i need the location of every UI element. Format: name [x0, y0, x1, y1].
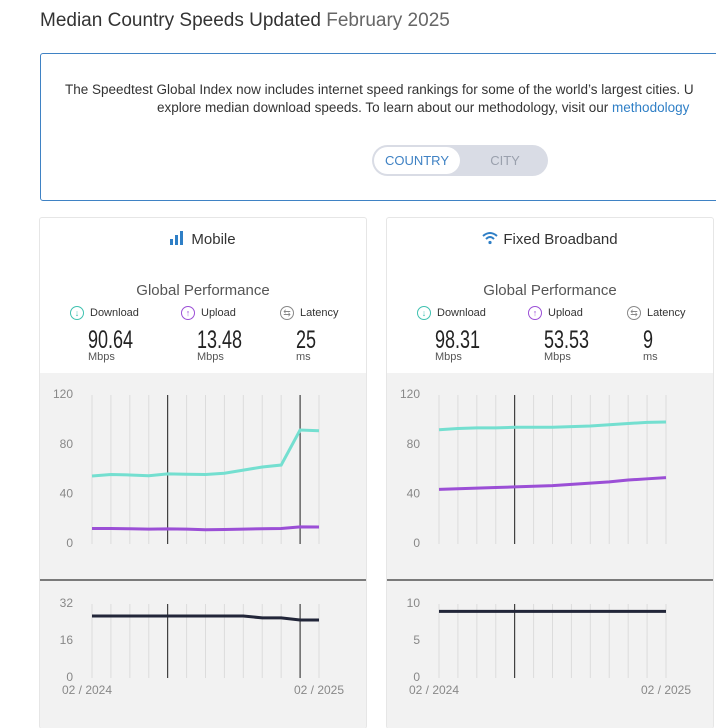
y-tick-label: 0: [66, 536, 73, 550]
y-tick-label: 120: [400, 387, 420, 401]
toggle-option[interactable]: COUNTRY: [374, 147, 460, 174]
page-title: Median Country Speeds Updated February 2…: [40, 10, 450, 32]
metric-value: 98.31: [435, 326, 481, 354]
metric-name: Latency: [647, 307, 686, 319]
panel-header: Mobile: [40, 231, 366, 248]
x-tick-label: 02 / 2025: [294, 683, 344, 697]
metric-label: ⇆ Latency: [627, 306, 686, 320]
panel-card: Mobile Global Performance ↓ Download 90.64 Mb…: [40, 218, 366, 728]
series-line: [438, 420, 667, 432]
metric-icon: ↑: [528, 306, 542, 320]
panel-title: Mobile: [191, 231, 236, 248]
title: Median Country Speeds Updated: [40, 10, 321, 31]
y-tick-label: 32: [60, 596, 74, 610]
panel-title: Fixed Broadband: [503, 231, 618, 248]
series-line: [92, 525, 320, 532]
metric-unit: ms: [296, 351, 311, 363]
chart-background: [387, 373, 713, 728]
panel-subtitle: Global Performance: [136, 282, 270, 299]
toggle: COUNTRY CITY: [372, 145, 548, 176]
y-tick-label: 40: [60, 487, 74, 501]
metric-icon: ↑: [181, 306, 195, 320]
panel-subtitle: Global Performance: [483, 282, 617, 299]
metric-icon: ↓: [417, 306, 431, 320]
metric-value: 13.48: [197, 326, 243, 354]
metric-value: 53.53: [544, 326, 590, 354]
chart-area: 0 40 80 120 0 16 32 02 / 2024 02 / 2025: [40, 373, 366, 728]
x-tick-label: 02 / 2024: [409, 683, 459, 697]
metric-unit: Mbps: [544, 351, 571, 363]
y-tick-label: 120: [53, 387, 73, 401]
metric-unit: Mbps: [88, 351, 115, 363]
metric-unit: Mbps: [197, 351, 224, 363]
metric-label: ⇆ Latency: [280, 306, 339, 320]
y-tick-label: 10: [407, 596, 421, 610]
y-tick-label: 0: [413, 536, 420, 550]
series-line: [438, 476, 667, 491]
chart-background: [40, 373, 366, 728]
x-tick-label: 02 / 2025: [641, 683, 691, 697]
date: February 2025: [326, 10, 450, 31]
metric-name: Upload: [548, 307, 583, 319]
y-tick-label: 0: [413, 670, 420, 684]
series-line: [92, 614, 319, 622]
metric-value: 9: [643, 326, 654, 354]
metric-name: Latency: [300, 307, 339, 319]
metric-unit: Mbps: [435, 351, 462, 363]
metric-label: ↓ Download: [70, 306, 139, 320]
metric-value: 25: [296, 326, 317, 354]
y-tick-label: 40: [407, 487, 421, 501]
y-tick-label: 80: [60, 437, 74, 451]
series-line: [91, 428, 320, 478]
metric-unit: ms: [643, 351, 658, 363]
metric-value: 90.64: [88, 326, 134, 354]
y-tick-label: 80: [407, 437, 421, 451]
metric-label: ↑ Upload: [528, 306, 583, 320]
notice-line: The Speedtest Global Index now includes …: [65, 82, 694, 97]
metric-icon: ⇆: [280, 306, 294, 320]
methodology-link[interactable]: methodology: [612, 100, 690, 115]
metric-name: Download: [437, 307, 486, 319]
y-tick-label: 0: [66, 670, 73, 684]
panel-icon: [482, 232, 499, 245]
y-tick-label: 5: [413, 633, 420, 647]
metric-label: ↑ Upload: [181, 306, 236, 320]
text: explore median download speeds. To learn…: [157, 100, 613, 115]
panel-card: Fixed Broadband Global Performance ↓ Downlo…: [387, 218, 713, 728]
metric-icon: ⇆: [627, 306, 641, 320]
y-tick-label: 16: [60, 633, 74, 647]
x-tick-label: 02 / 2024: [62, 683, 112, 697]
notice-line: explore median download speeds. To learn…: [157, 100, 689, 115]
metric-icon: ↓: [70, 306, 84, 320]
notice-box: The Speedtest Global Index now includes …: [40, 53, 716, 201]
chart-area: 0 40 80 120 0 5 10 02 / 2024 02 / 2025: [387, 373, 713, 728]
metric-label: ↓ Download: [417, 306, 486, 320]
toggle-option[interactable]: CITY: [490, 153, 520, 168]
panel-header: Fixed Broadband: [387, 231, 713, 248]
panel-icon: [170, 231, 184, 245]
metric-name: Download: [90, 307, 139, 319]
metric-name: Upload: [201, 307, 236, 319]
